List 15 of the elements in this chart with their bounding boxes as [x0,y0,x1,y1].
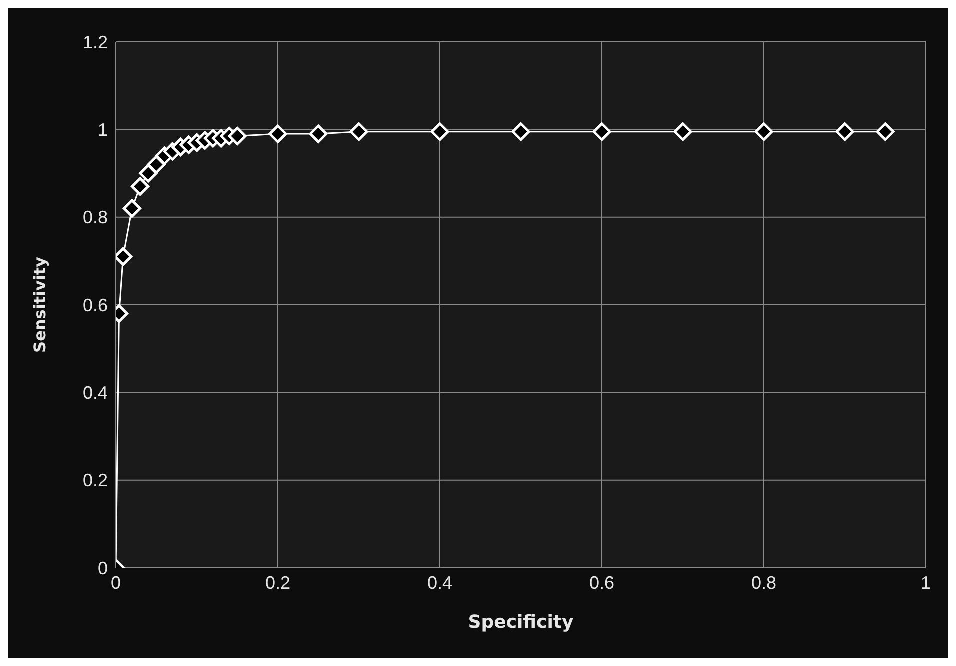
x-tick-label: 0.4 [427,572,453,593]
y-tick-label: 0.8 [82,208,108,228]
y-axis-title: Sensitivity [30,256,50,353]
y-tick-label: 0 [98,558,108,578]
y-tick-label: 0.6 [82,295,108,316]
x-tick-label: 1 [920,572,932,593]
x-tick-label: 0.6 [589,572,615,593]
y-tick-label: 0.2 [82,470,108,491]
y-tick-label: 1 [98,120,108,140]
y-tick-label: 1.2 [82,32,108,52]
x-axis-title: Specificity [468,612,574,633]
y-tick-label: 0.4 [82,383,108,404]
x-tick-label: 0 [110,572,122,593]
x-tick-label: 0.2 [265,572,291,593]
x-tick-label: 0.8 [751,572,777,593]
